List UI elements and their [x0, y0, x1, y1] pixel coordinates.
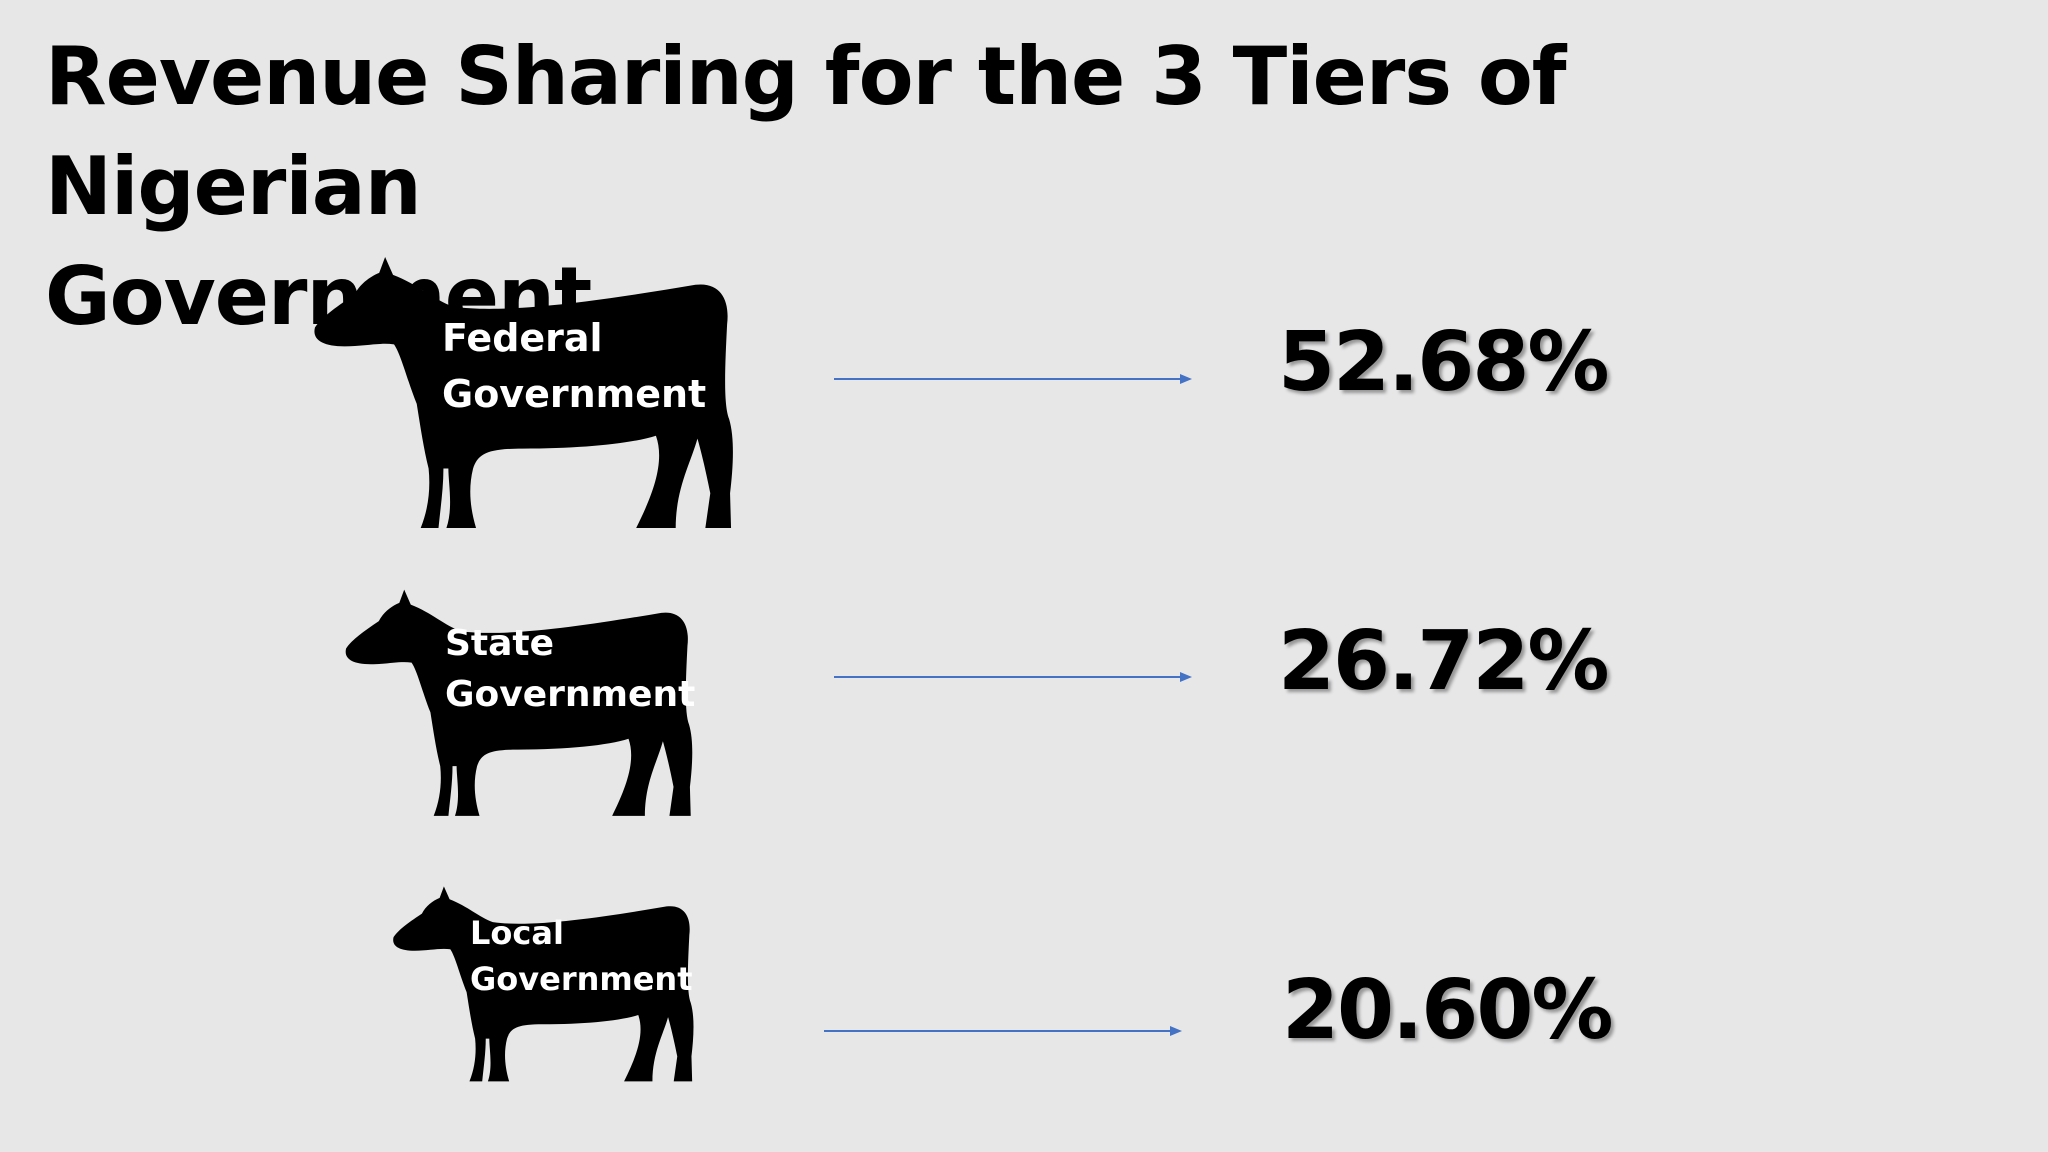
- federal-government-label: Federal Government: [442, 310, 706, 422]
- federal-arrow: [834, 372, 1192, 386]
- local-arrow: [824, 1024, 1182, 1038]
- slide-title-line1: Revenue Sharing for the 3 Tiers of Niger…: [45, 30, 1567, 233]
- state-percentage: 26.72%: [1278, 614, 1610, 709]
- federal-label-line1: Federal: [442, 316, 603, 360]
- federal-percentage: 52.68%: [1278, 315, 1610, 410]
- local-percentage: 20.60%: [1282, 963, 1614, 1058]
- state-label-line1: State: [445, 623, 555, 664]
- local-label-line2: Government: [470, 960, 693, 998]
- local-label-line1: Local: [470, 914, 564, 952]
- state-arrow: [834, 670, 1192, 684]
- state-government-label: State Government: [445, 618, 695, 720]
- local-government-label: Local Government: [470, 910, 693, 1002]
- federal-label-line2: Government: [442, 372, 707, 416]
- slide-title: Revenue Sharing for the 3 Tiers of Niger…: [45, 22, 1845, 352]
- state-label-line2: Government: [445, 674, 696, 715]
